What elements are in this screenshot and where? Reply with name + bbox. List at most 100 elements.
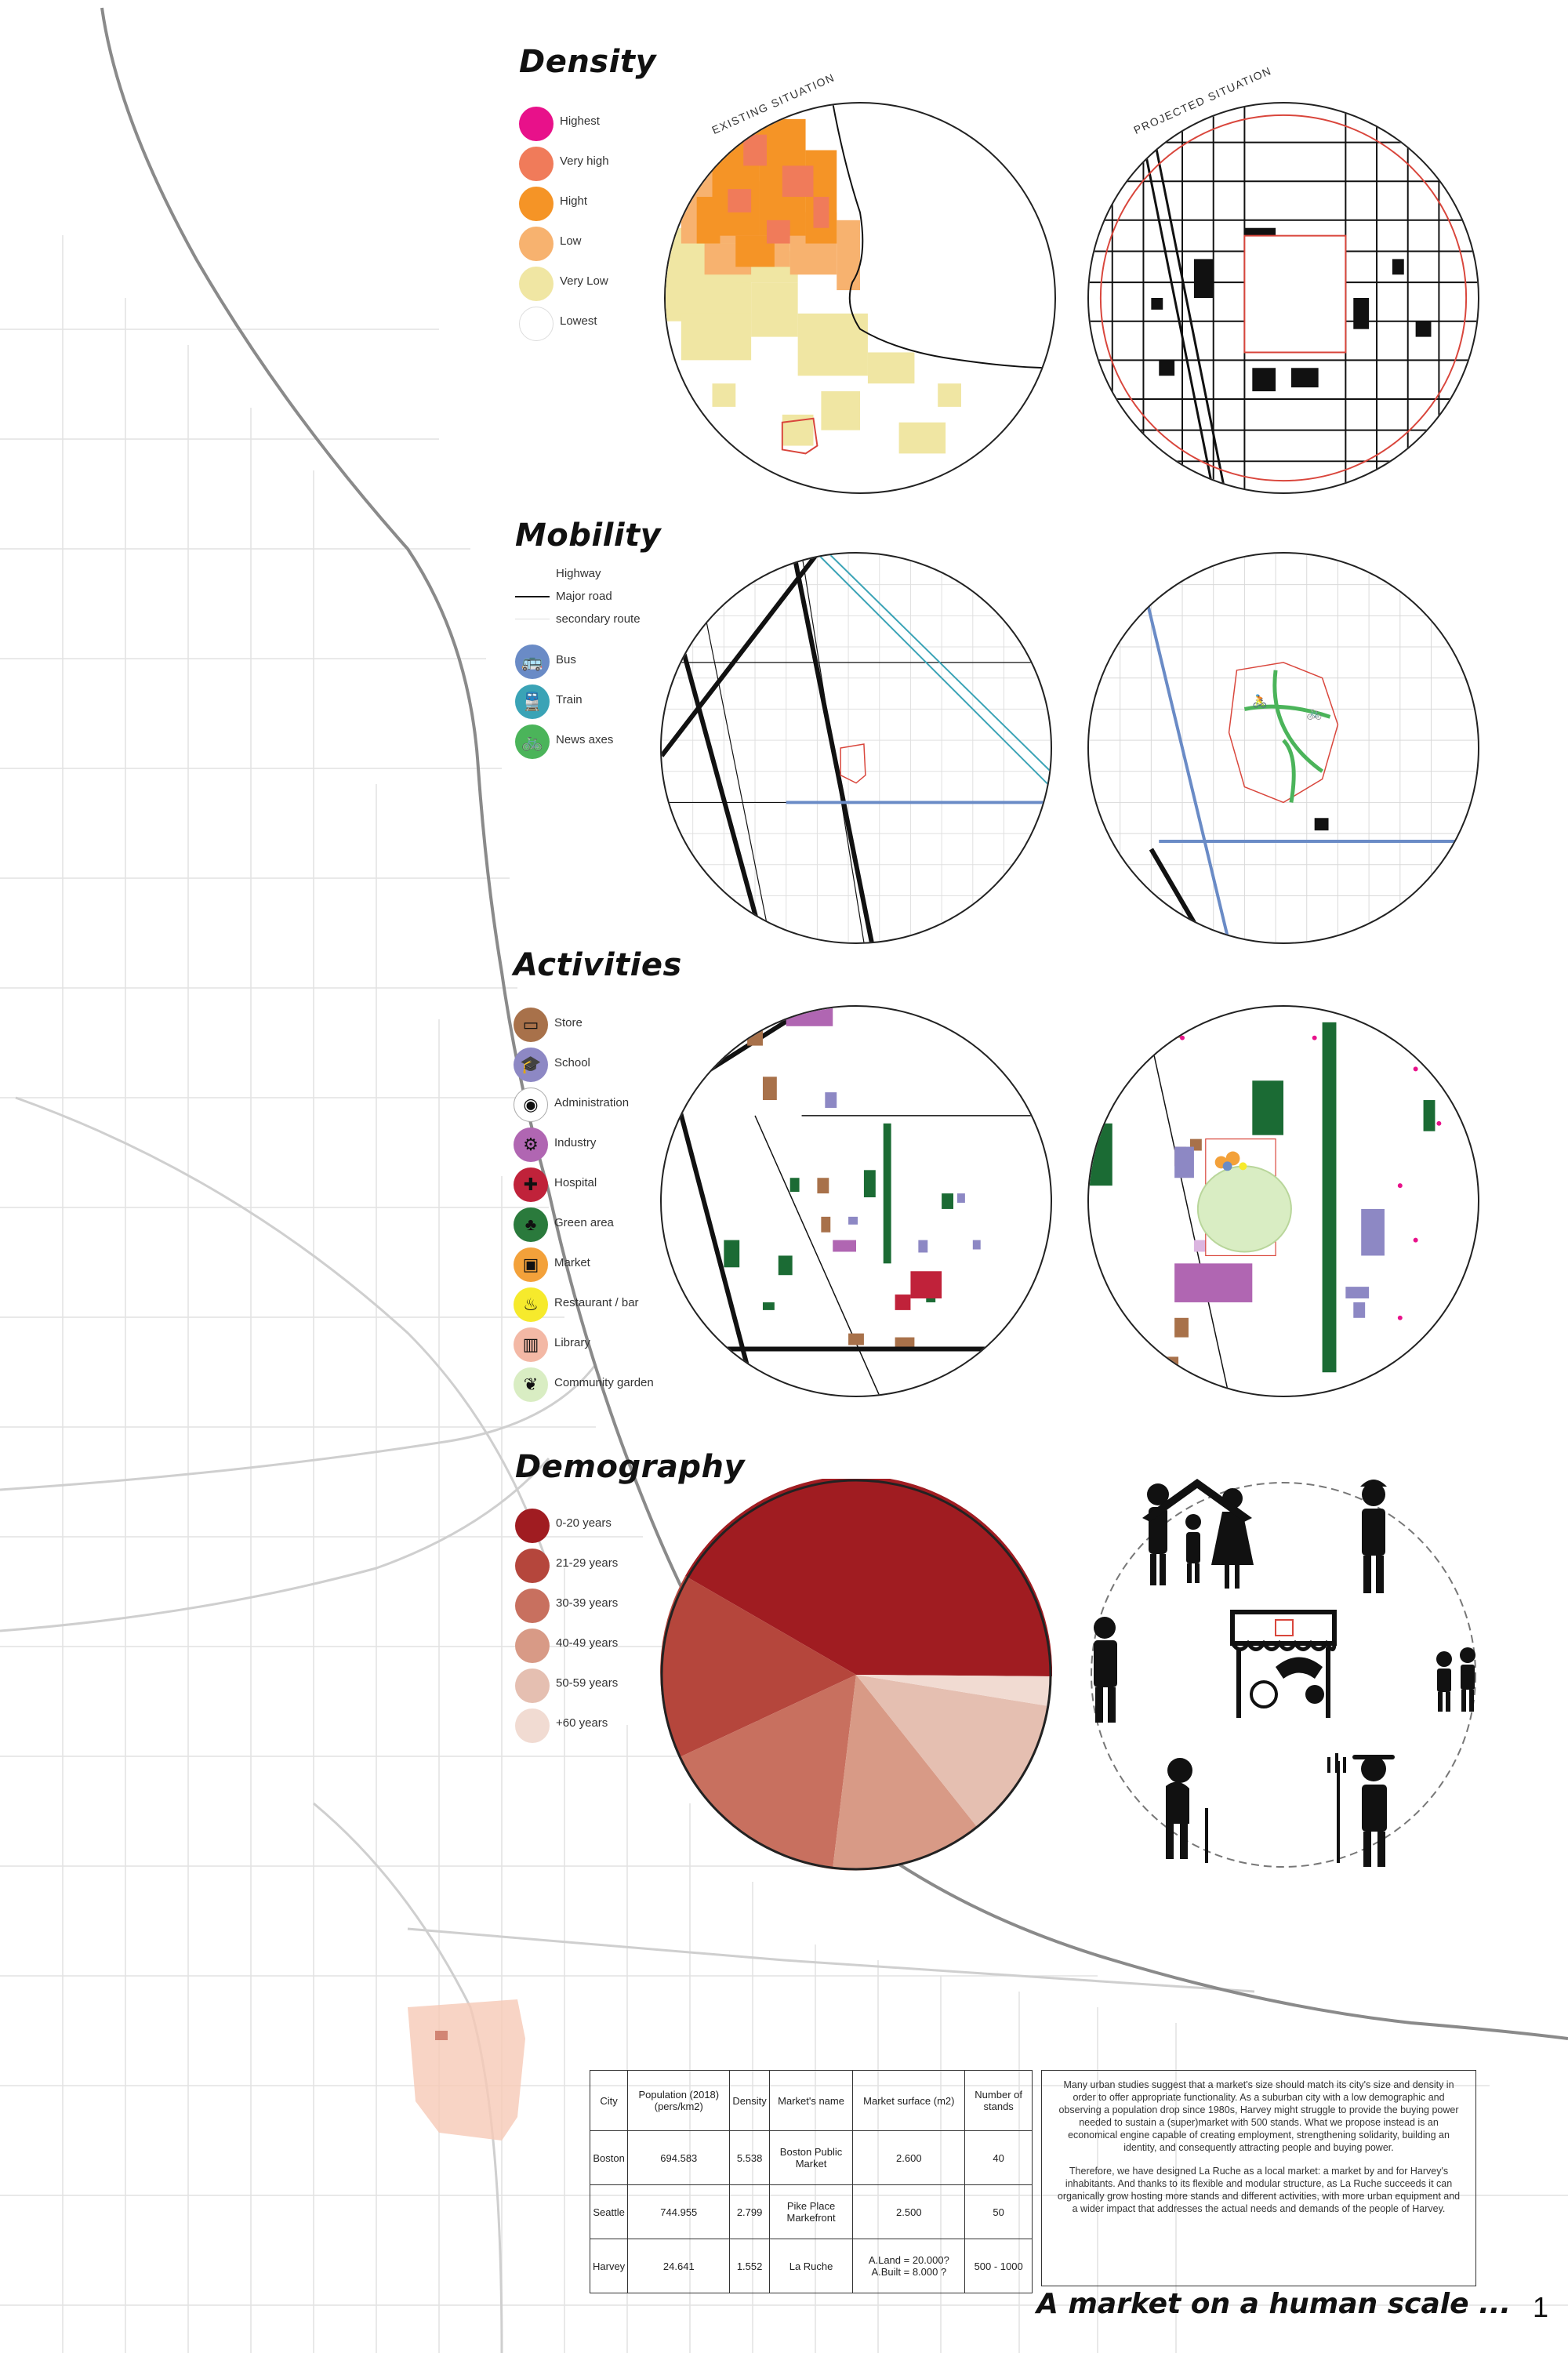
- table-header: Market surface (m2): [852, 2070, 966, 2131]
- demography-pie: [660, 1479, 1052, 1871]
- demography-title: Demography: [515, 1449, 746, 1485]
- mobility-existing-map: [660, 552, 1052, 944]
- legend-item: Highway: [515, 563, 719, 586]
- bike-icon: 🚲: [515, 724, 550, 759]
- legend-label: secondary route: [556, 612, 641, 626]
- legend-item: 21-29 years: [515, 1545, 719, 1585]
- table-cell: 1.552: [729, 2239, 770, 2293]
- legend-item: Lowest: [519, 303, 723, 343]
- pie-slice-40-49: [833, 1675, 978, 1871]
- legend-item: ✚ Hospital: [514, 1165, 717, 1205]
- table-cell: 5.538: [729, 2130, 770, 2185]
- table-cell: 500 - 1000: [964, 2239, 1033, 2293]
- legend-item: ♨ Restaurant / bar: [514, 1285, 717, 1325]
- table-header: Market's name: [768, 2070, 854, 2131]
- market-stall-icon: [1230, 1610, 1337, 1718]
- density-legend: Highest Very high Hight Low Very Low Low…: [519, 103, 723, 343]
- legend-label: 40-49 years: [556, 1636, 619, 1650]
- table-cell: 50: [964, 2184, 1033, 2239]
- store-icon: ▭: [514, 1008, 548, 1042]
- svg-text:🚴: 🚴: [1252, 693, 1268, 708]
- legend-swatch: [515, 1708, 550, 1743]
- table-header-row: City Population (2018) (pers/km2) Densit…: [589, 2070, 1033, 2131]
- page-number: 1: [1533, 2291, 1549, 2323]
- legend-label: Library: [554, 1336, 590, 1349]
- description-paragraph: Many urban studies suggest that a market…: [1058, 2079, 1459, 2153]
- legend-item: 50-59 years: [515, 1665, 719, 1705]
- legend-item: Major road: [515, 586, 719, 608]
- pie-slice-50-59: [856, 1675, 1049, 1828]
- mobility-legend: Highway Major road secondary route 🚌 Bus …: [515, 563, 719, 762]
- activities-title: Activities: [514, 947, 682, 983]
- pie-slice-30-39: [680, 1675, 856, 1869]
- legend-label: Hospital: [554, 1176, 597, 1189]
- table-header: Number of stands: [964, 2070, 1033, 2131]
- table-cell: La Ruche: [768, 2239, 854, 2293]
- table-cell: 2.799: [729, 2184, 770, 2239]
- restaurant-icon: ♨: [514, 1287, 548, 1322]
- shoreline: [100, 7, 1568, 2040]
- legend-item: 🚲 News axes: [515, 722, 719, 762]
- table-cell: Boston Public Market: [768, 2130, 854, 2185]
- legend-item: Very high: [519, 143, 723, 183]
- legend-label: News axes: [556, 733, 614, 746]
- legend-item: ▣ Market: [514, 1245, 717, 1285]
- demography-legend: 0-20 years 21-29 years 30-39 years 40-49…: [515, 1505, 719, 1745]
- pie-slice-21-29: [660, 1576, 856, 1757]
- table-cell: Harvey: [589, 2239, 629, 2293]
- mobility-title: Mobility: [515, 517, 662, 554]
- legend-swatch: [515, 1549, 550, 1583]
- legend-swatch: [519, 147, 554, 181]
- legend-item: 🚌 Bus: [515, 642, 719, 682]
- market-icon: ▣: [514, 1247, 548, 1282]
- legend-label: Green area: [554, 1216, 614, 1229]
- legend-item: ◉ Administration: [514, 1085, 717, 1125]
- legend-item: 40-49 years: [515, 1625, 719, 1665]
- activities-legend: ▭ Store 🎓 School ◉ Administration ⚙ Industry…: [514, 1005, 717, 1405]
- legend-swatch: [519, 107, 554, 141]
- highway-line: [515, 573, 550, 574]
- activities-projected-map: [1087, 1005, 1479, 1397]
- legend-swatch: [515, 1669, 550, 1703]
- legend-item: ❦ Community garden: [514, 1365, 717, 1405]
- legend-item: 🎓 School: [514, 1045, 717, 1085]
- legend-item: 0-20 years: [515, 1505, 719, 1545]
- legend-label: Lowest: [560, 314, 597, 328]
- hospital-icon: ✚: [514, 1167, 548, 1202]
- legend-label: Highway: [556, 567, 601, 580]
- table-header: City: [589, 2070, 629, 2131]
- legend-swatch: [519, 267, 554, 301]
- legend-label: Community garden: [554, 1376, 654, 1389]
- legend-label: Administration: [554, 1096, 630, 1109]
- legend-label: Train: [556, 693, 583, 706]
- legend-item: Very Low: [519, 263, 723, 303]
- legend-label: Hight: [560, 194, 588, 208]
- legend-item: secondary route: [515, 608, 719, 631]
- legend-item: Low: [519, 223, 723, 263]
- table-cell: 2.600: [852, 2130, 966, 2185]
- table-header: Population (2018) (pers/km2): [627, 2070, 731, 2131]
- legend-swatch: [519, 187, 554, 221]
- legend-item: ⚙ Industry: [514, 1125, 717, 1165]
- legend-label: 21-29 years: [556, 1556, 619, 1570]
- legend-label: Very Low: [560, 274, 608, 288]
- legend-label: Highest: [560, 114, 600, 128]
- legend-item: Hight: [519, 183, 723, 223]
- pie-slice-60-plus: [856, 1675, 1052, 1706]
- table-cell: A.Land = 20.000? A.Built = 8.000 ?: [852, 2239, 966, 2293]
- school-icon: 🎓: [514, 1048, 548, 1082]
- legend-label: Bus: [556, 653, 576, 666]
- legend-item: ▥ Library: [514, 1325, 717, 1365]
- legend-label: Store: [554, 1016, 583, 1029]
- mobility-projected-map: 🚴 🚲: [1087, 552, 1479, 944]
- legend-label: Restaurant / bar: [554, 1296, 639, 1309]
- harvey-site: [408, 1999, 525, 2141]
- pie-slice-0-20: [685, 1479, 1052, 1676]
- table-cell: 694.583: [627, 2130, 731, 2185]
- administration-icon: ◉: [514, 1088, 548, 1122]
- legend-swatch: [515, 1589, 550, 1623]
- library-icon: ▥: [514, 1327, 548, 1362]
- legend-label: Industry: [554, 1136, 597, 1149]
- svg-text:🚲: 🚲: [1307, 706, 1323, 720]
- industry-icon: ⚙: [514, 1127, 548, 1162]
